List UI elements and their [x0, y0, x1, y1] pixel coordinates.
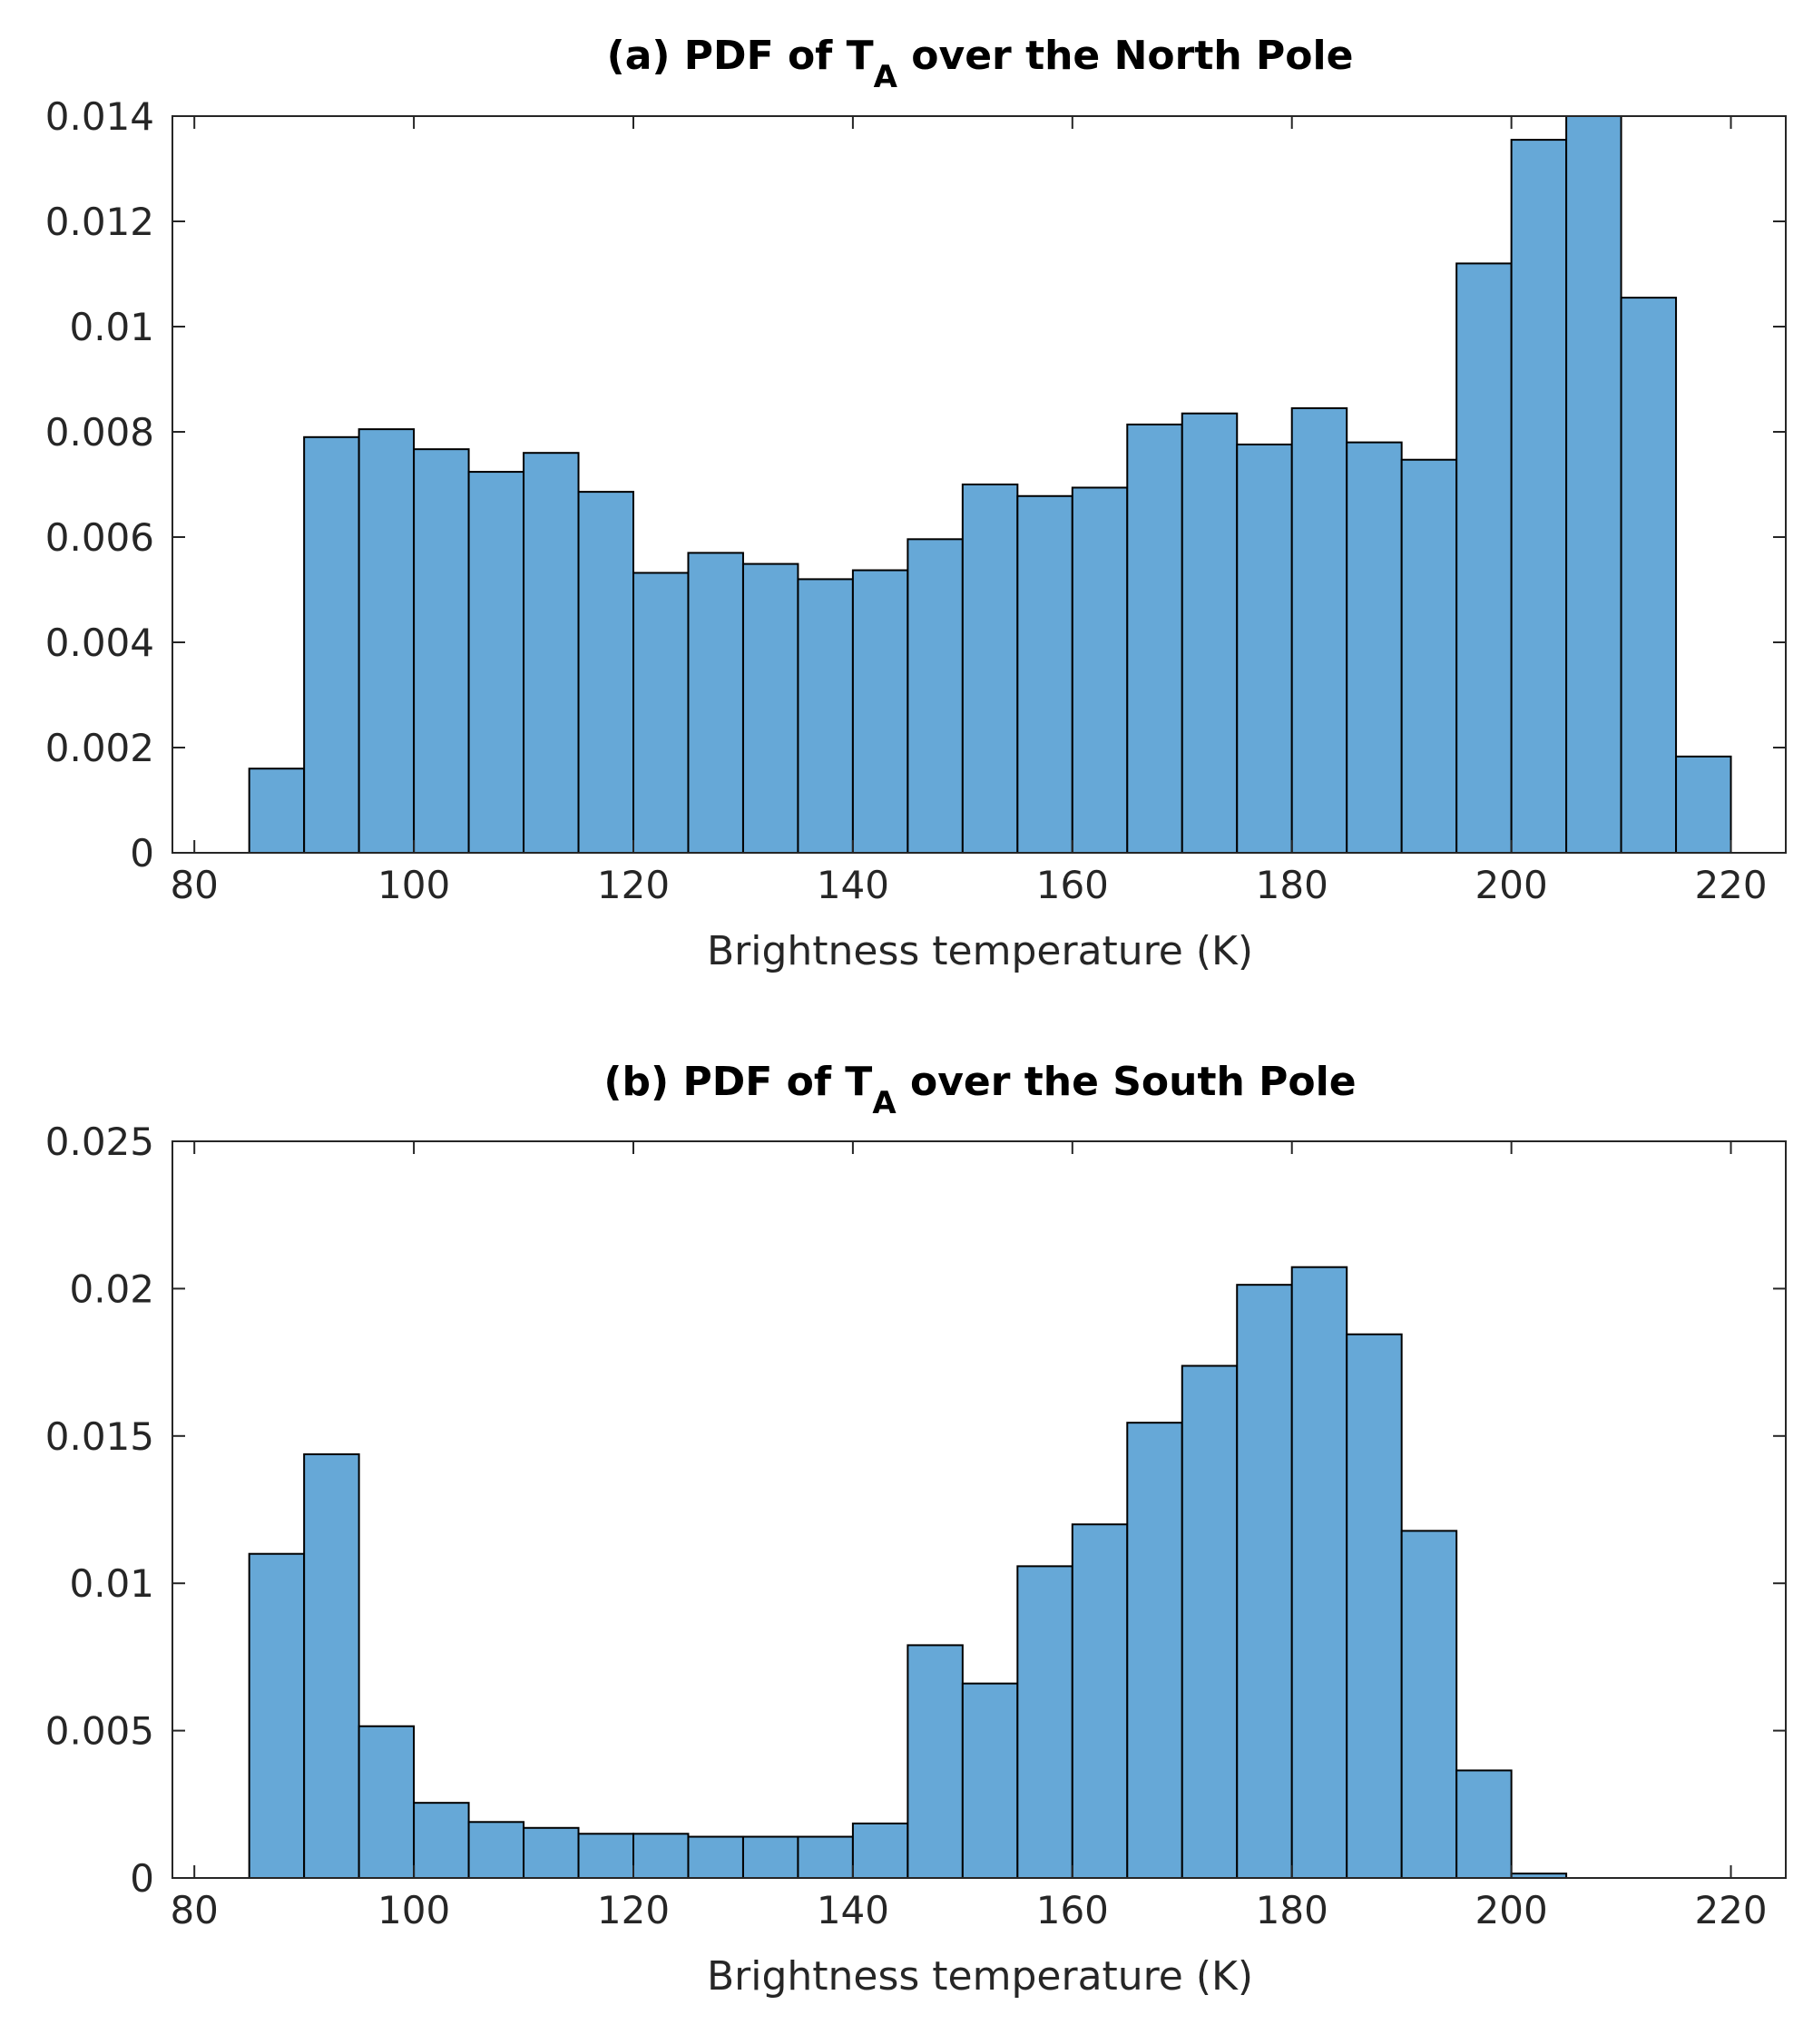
chart-b-bar	[1236, 1284, 1293, 1879]
chart-a-ytick-label: 0.006	[45, 515, 154, 560]
chart-a-ytick-label: 0	[130, 831, 154, 875]
chart-a-ytick-label: 0.004	[45, 621, 154, 665]
chart-a-xlabel: Brightness temperature (K)	[707, 928, 1253, 974]
chart-a-xtick-label: 100	[377, 863, 450, 907]
chart-b-ytick-label: 0.005	[45, 1709, 154, 1754]
chart-a-bar	[1071, 486, 1129, 854]
chart-b-bar	[358, 1725, 416, 1880]
chart-a-axes: 80 100 120 140 160 180 200 220 0 0.002 0.004 0.006 0…	[45, 94, 1787, 907]
chart-a-bar	[1675, 755, 1732, 854]
chart-b-bars	[248, 1266, 1568, 1880]
chart-b-bar	[632, 1833, 690, 1880]
chart-north-pole: (a) PDF of TA over the North Pole 80 100 1…	[45, 33, 1787, 974]
chart-b-bar	[413, 1802, 470, 1880]
chart-a-bar	[961, 484, 1019, 854]
chart-a-bar	[467, 471, 525, 855]
chart-a-xtick-label: 120	[597, 863, 670, 907]
chart-b-ytick-label: 0.01	[69, 1561, 154, 1606]
chart-a-xtick-label: 80	[170, 863, 218, 907]
chart-a-bar	[248, 768, 306, 855]
chart-a-bars	[248, 115, 1732, 855]
chart-b-bar	[851, 1822, 909, 1879]
chart-a-bar	[523, 452, 580, 854]
chart-b-title-prefix: (b) PDF of T	[603, 1059, 872, 1105]
chart-a-bar	[632, 572, 690, 854]
chart-a-xtick-label: 180	[1256, 863, 1328, 907]
chart-a-bar	[358, 428, 416, 854]
chart-b-xtick-label: 220	[1694, 1888, 1767, 1932]
chart-b-bar	[961, 1682, 1019, 1879]
chart-a-ytick-label: 0.012	[45, 200, 154, 244]
chart-b-bar	[1290, 1266, 1348, 1879]
chart-a-bar	[1181, 412, 1239, 854]
chart-b-bar	[523, 1826, 580, 1880]
chart-b-bar	[248, 1552, 306, 1879]
chart-a-title-prefix: (a) PDF of T	[607, 33, 874, 79]
chart-b-title-subscript: A	[872, 1085, 897, 1121]
chart-b-bar	[303, 1452, 360, 1880]
chart-a-bar	[1455, 262, 1513, 854]
chart-b-bar	[1071, 1523, 1129, 1879]
chart-a-xtick-label: 140	[817, 863, 889, 907]
chart-a-bar	[1346, 441, 1403, 854]
chart-a-bar	[906, 538, 964, 854]
chart-b-ytick-label: 0.02	[69, 1266, 154, 1311]
chart-a-bar	[577, 491, 634, 854]
chart-b-bar	[906, 1644, 964, 1879]
chart-b-xtick-label: 80	[170, 1888, 218, 1932]
chart-a-bar	[1290, 406, 1348, 854]
chart-a-ytick-label: 0.01	[69, 305, 154, 349]
chart-b-bar	[577, 1833, 634, 1880]
chart-b-bar	[1346, 1333, 1403, 1879]
chart-a-bar	[741, 562, 799, 855]
chart-b-bar	[1126, 1422, 1183, 1879]
chart-b-axes-box	[172, 1140, 1787, 1879]
chart-b-xtick-label: 120	[597, 1888, 670, 1932]
chart-b-title: (b) PDF of TA over the South Pole	[603, 1059, 1356, 1121]
chart-a-xtick-label: 160	[1036, 863, 1109, 907]
chart-a-bar	[687, 552, 744, 855]
chart-a-bar	[1510, 139, 1568, 855]
chart-a-title: (a) PDF of TA over the North Pole	[607, 33, 1354, 95]
chart-b-bar	[797, 1835, 854, 1879]
chart-a-bar	[1126, 423, 1183, 854]
chart-b-bar	[1455, 1769, 1513, 1879]
chart-a-title-suffix: over the North Pole	[897, 33, 1353, 79]
chart-a-bar	[303, 435, 360, 854]
chart-b-xtick-label: 180	[1256, 1888, 1328, 1932]
chart-a-title-subscript: A	[874, 59, 898, 95]
chart-b-axes: 80 100 120 140 160 180 200 220 0 0.005 0.01 0.015 0.…	[45, 1120, 1787, 1932]
chart-a-bar	[797, 578, 854, 855]
chart-a-bar	[1620, 297, 1678, 855]
chart-b-bar	[467, 1821, 525, 1879]
chart-a-ytick-label: 0.008	[45, 410, 154, 455]
chart-b-title-suffix: over the South Pole	[897, 1059, 1357, 1105]
chart-a-bar	[413, 448, 470, 854]
chart-b-ytick-label: 0	[130, 1856, 154, 1901]
chart-a-bar	[1016, 494, 1073, 854]
chart-b-bar	[1400, 1530, 1458, 1880]
chart-b-bar	[1181, 1364, 1239, 1879]
chart-b-bar	[1016, 1565, 1073, 1879]
chart-b-xtick-label: 140	[817, 1888, 889, 1932]
chart-b-xtick-label: 160	[1036, 1888, 1109, 1932]
chart-b-xtick-label: 100	[377, 1888, 450, 1932]
chart-south-pole: (b) PDF of TA over the South Pole 80 100 1…	[45, 1059, 1787, 2000]
chart-a-bar	[1565, 115, 1622, 854]
chart-a-axes-box	[172, 115, 1787, 854]
chart-b-xlabel: Brightness temperature (K)	[707, 1953, 1253, 2000]
chart-a-ytick-label: 0.002	[45, 726, 154, 770]
chart-b-bar	[741, 1835, 799, 1879]
chart-a-bar	[851, 569, 909, 854]
chart-b-bar	[687, 1835, 744, 1879]
chart-a-xtick-label: 200	[1475, 863, 1548, 907]
chart-a-xtick-label: 220	[1694, 863, 1767, 907]
chart-a-ytick-label: 0.014	[45, 94, 154, 139]
chart-b-xtick-label: 200	[1475, 1888, 1548, 1932]
chart-a-bar	[1400, 458, 1458, 854]
chart-b-ytick-label: 0.025	[45, 1120, 154, 1164]
chart-b-ytick-label: 0.015	[45, 1414, 154, 1459]
chart-a-bar	[1236, 443, 1293, 854]
